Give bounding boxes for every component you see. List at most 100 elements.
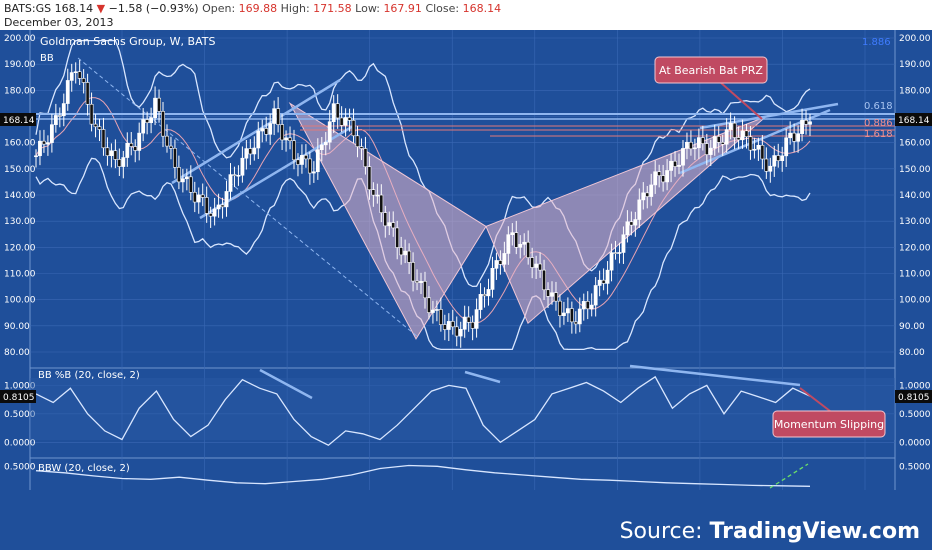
candle-body — [157, 97, 161, 112]
candle-body — [240, 157, 245, 176]
candle-body — [69, 72, 74, 81]
pctb-y-tick-right: 0.5000 — [899, 410, 931, 420]
symbol[interactable]: BATS:GS — [4, 2, 52, 15]
candle-body — [244, 148, 249, 159]
candle-body — [212, 208, 217, 217]
candle-body — [446, 321, 451, 330]
pattern-leg-bcd — [485, 116, 767, 325]
candle-body — [176, 167, 181, 183]
candle-body — [550, 292, 554, 297]
candle-body — [101, 129, 106, 149]
candle-body — [740, 130, 745, 141]
candle-body — [117, 159, 122, 167]
candle-body — [192, 191, 197, 203]
candle-body — [391, 222, 396, 229]
candle-body — [125, 143, 130, 158]
candles — [34, 59, 812, 348]
candle-body — [498, 260, 503, 265]
candle-body — [736, 137, 741, 141]
pctb-y-tick-left: 1.0000 — [4, 381, 36, 391]
y-tick-left: 130.00 — [4, 217, 36, 227]
candle-body — [593, 285, 598, 306]
candle-body — [585, 301, 590, 310]
candle-body — [216, 204, 221, 210]
trend-channel-upper-2013 — [699, 102, 839, 130]
candle-body — [685, 141, 689, 149]
y-tick-right: 90.00 — [899, 322, 925, 332]
pctb-y-tick-right: 0.0000 — [899, 438, 931, 448]
candle-body — [518, 243, 523, 248]
candle-body — [129, 143, 134, 147]
pctb-tag-left-text: 0.8105 — [3, 393, 35, 403]
candle-body — [657, 171, 662, 176]
candle-body — [367, 166, 372, 190]
y-tick-left: 120.00 — [4, 243, 36, 253]
callout-prz: At Bearish Bat PRZ — [659, 64, 763, 77]
candle-body — [669, 160, 673, 171]
candle-body — [327, 121, 332, 143]
candle-body — [331, 103, 336, 123]
candle-body — [486, 289, 491, 297]
pctb-tag-right — [895, 390, 932, 403]
candle-body — [589, 304, 594, 310]
candle-body — [510, 232, 515, 235]
chart-background — [0, 30, 932, 550]
y-tick-right: 180.00 — [899, 86, 931, 96]
candle-body — [284, 137, 288, 141]
candle-body — [573, 321, 578, 325]
chart-canvas[interactable]: 200.00190.00180.00170.00160.00150.00140.… — [0, 30, 932, 550]
candle-body — [196, 194, 201, 203]
candle-body — [458, 328, 463, 337]
footer-bg — [0, 490, 932, 550]
last-price: 168.14 — [54, 2, 94, 15]
y-tick-left: 110.00 — [4, 270, 36, 280]
source-name: TradingView.com — [710, 519, 920, 544]
candle-body — [232, 174, 237, 176]
momentum-trendline-2010 — [259, 368, 313, 400]
y-tick-right: 110.00 — [899, 270, 931, 280]
candle-body — [38, 140, 42, 157]
candle-body — [169, 145, 173, 149]
bbw-y-tick-right: 0.5000 — [899, 462, 931, 472]
y-tick-right: 190.00 — [899, 60, 931, 70]
y-tick-left: 200.00 — [4, 34, 36, 44]
momentum-callout-box — [772, 410, 886, 438]
candle-body — [704, 143, 709, 155]
candle-body — [387, 222, 392, 227]
candle-body — [661, 175, 666, 183]
last-price-tag-right — [895, 113, 932, 126]
candle-body — [137, 132, 142, 151]
candle-body — [502, 253, 507, 265]
candle-body — [65, 80, 70, 104]
low-label: Low: — [355, 2, 380, 15]
candle-body — [343, 117, 348, 126]
candle-body — [784, 137, 789, 157]
candle-body — [208, 213, 213, 217]
candle-body — [288, 137, 292, 142]
candle-body — [419, 281, 423, 283]
pctb-y-tick-left: 0.0000 — [4, 438, 36, 448]
candle-body — [478, 294, 483, 310]
candle-body — [605, 269, 610, 284]
candle-body — [565, 308, 570, 314]
pctb-tag-left — [0, 390, 36, 403]
candle-body — [506, 234, 511, 254]
callout-pointer — [719, 81, 763, 120]
open-value: 169.88 — [238, 2, 278, 15]
y-tick-right: 130.00 — [899, 217, 931, 227]
candle-body — [526, 241, 531, 258]
candle-body — [264, 128, 269, 135]
candle-body — [796, 133, 800, 142]
candle-body — [772, 155, 777, 167]
open-label: Open: — [202, 2, 236, 15]
momentum-trendline-2012 — [464, 370, 501, 384]
candle-body — [692, 147, 697, 150]
y-tick-left: 150.00 — [4, 165, 36, 175]
candle-body — [546, 289, 550, 297]
candle-body — [81, 78, 86, 83]
candle-body — [220, 204, 225, 208]
trend-channel-upper-2010 — [171, 78, 341, 185]
candle-body — [597, 279, 602, 286]
candle-body — [173, 147, 177, 168]
y-tick-right: 80.00 — [899, 348, 925, 358]
